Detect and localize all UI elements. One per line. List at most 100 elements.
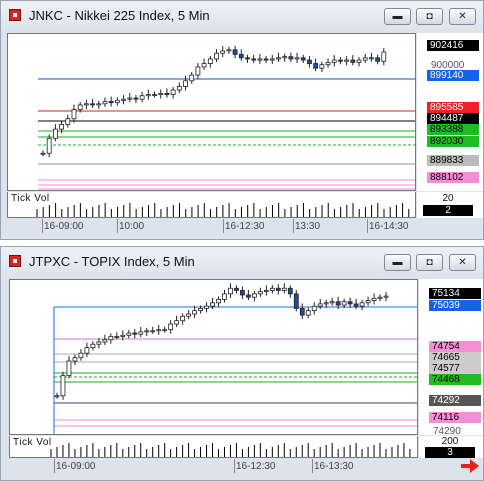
candle [66, 360, 72, 377]
volume-pane: Tick Vol [7, 192, 416, 218]
candle [198, 307, 203, 312]
candle [257, 291, 263, 295]
candle [132, 332, 138, 335]
candle [269, 58, 275, 61]
price-axis-tick: 74290 [433, 426, 461, 435]
candle [282, 56, 288, 59]
candle [108, 336, 114, 341]
candle [299, 307, 305, 316]
volume-current: 2 [423, 205, 473, 216]
candle [207, 58, 213, 64]
candle [186, 313, 192, 317]
candle [293, 293, 299, 309]
candle [40, 152, 46, 155]
time-tick [312, 459, 313, 473]
price-level-label: 894487 [427, 113, 479, 124]
window-title: JNKC - Nikkei 225 Index, 5 Min [29, 8, 210, 23]
price-level-label: 892030 [427, 136, 479, 147]
price-level-label: 74577 [429, 363, 481, 374]
candle [281, 287, 287, 291]
candle [353, 303, 359, 307]
candle [174, 320, 180, 325]
title-bar[interactable]: JTPXC - TOPIX Index, 5 Min ▬ ◘ ✕ [1, 247, 483, 277]
candle [60, 375, 66, 397]
candle [121, 98, 126, 101]
minimize-icon: ▬ [392, 257, 403, 268]
candle [313, 63, 319, 69]
price-axis: 900000 902416 899140 895585 894487 893388 892… [417, 33, 483, 191]
maximize-icon: ◘ [426, 257, 433, 268]
red-arrow-icon[interactable] [460, 458, 480, 474]
time-tick [234, 459, 235, 473]
candle [71, 109, 77, 120]
candle [127, 97, 133, 100]
time-tick [42, 219, 43, 233]
candle [120, 334, 126, 337]
candle [226, 49, 232, 52]
candle [369, 57, 374, 60]
time-tick [117, 219, 118, 233]
candle [114, 336, 120, 338]
candle [46, 137, 52, 154]
candle [162, 329, 168, 332]
price-level-label: 74292 [429, 395, 481, 406]
time-tick [54, 459, 55, 473]
candle [338, 59, 343, 62]
volume-current: 3 [425, 447, 475, 458]
candle [311, 305, 317, 312]
price-level-label: 75134 [429, 288, 481, 299]
price-level-label: 889833 [427, 155, 479, 166]
time-label: 10:00 [119, 221, 145, 232]
price-level-label: 888102 [427, 172, 479, 183]
candle [362, 57, 368, 61]
candle [232, 49, 238, 55]
title-bar[interactable]: JNKC - Nikkei 225 Index, 5 Min ▬ ◘ ✕ [1, 1, 483, 31]
candle [317, 303, 323, 307]
maximize-button[interactable]: ◘ [416, 8, 443, 25]
candle [252, 293, 257, 298]
candle [276, 57, 281, 60]
candle [323, 302, 329, 305]
candle [300, 57, 306, 61]
candle [150, 330, 156, 333]
candle [325, 61, 331, 66]
volume-axis: 200 3 [419, 436, 483, 458]
price-level-label: 74665 [429, 352, 481, 363]
candle [305, 310, 311, 316]
price-level-label: 893388 [427, 124, 479, 135]
candle [65, 118, 71, 125]
candle [319, 64, 325, 69]
maximize-button[interactable]: ◘ [416, 254, 443, 271]
candle [275, 287, 281, 291]
price-level-label: 74754 [429, 341, 481, 352]
price-axis-tick: 900000 [431, 60, 465, 71]
volume-label: Tick Vol [13, 437, 52, 448]
candle [192, 310, 197, 315]
price-level-label: 902416 [427, 40, 479, 51]
minimize-button[interactable]: ▬ [384, 254, 411, 271]
candle [90, 103, 95, 106]
candle [234, 287, 239, 291]
candle [371, 297, 377, 301]
close-button[interactable]: ✕ [449, 8, 476, 25]
price-level-label: 895585 [427, 102, 479, 113]
candle [269, 287, 275, 291]
minimize-icon: ▬ [392, 11, 403, 22]
close-button[interactable]: ✕ [449, 254, 476, 271]
candle [201, 63, 207, 68]
maximize-icon: ◘ [426, 11, 433, 22]
candle [144, 330, 150, 333]
candle [189, 74, 195, 82]
candle [158, 93, 164, 96]
candle [246, 294, 251, 298]
candle [52, 128, 58, 139]
price-chart-area[interactable] [7, 33, 416, 191]
candle [257, 58, 263, 61]
candle [168, 323, 174, 331]
minimize-button[interactable]: ▬ [384, 8, 411, 25]
candle [77, 104, 83, 110]
candle [383, 295, 389, 298]
candle [365, 300, 371, 304]
candle [183, 80, 188, 87]
price-chart-area[interactable] [9, 279, 418, 435]
